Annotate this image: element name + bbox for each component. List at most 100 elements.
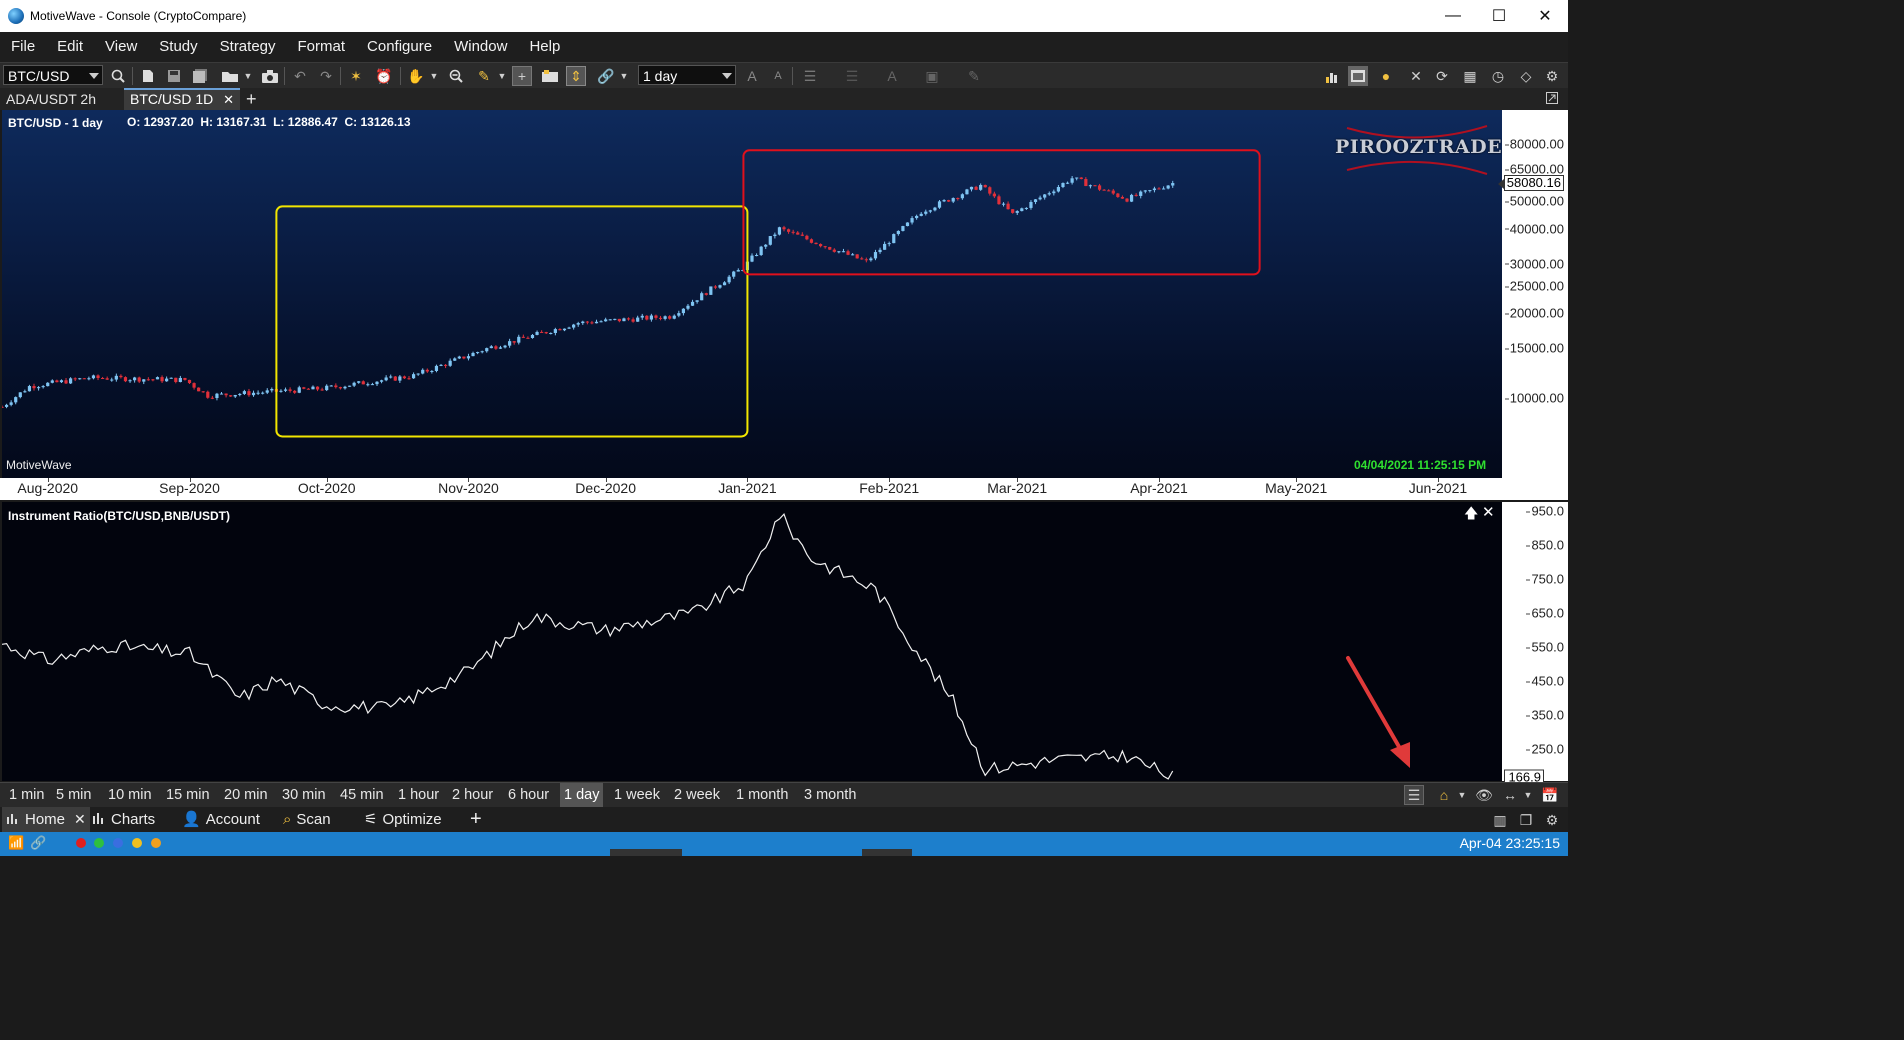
date-tick-label: Oct-2020 [297, 480, 356, 496]
chevron-down-icon[interactable]: ▼ [497, 71, 507, 81]
tab-btc-usd-1d[interactable]: BTC/USD 1D ✕ [124, 88, 241, 110]
menu-view[interactable]: View [105, 38, 138, 55]
timeframe-3-month[interactable]: 3 month [804, 787, 857, 803]
ratio-axis[interactable]: 166.9 950.0 850.0 750.0 650.0 550.0 450.0 350.… [1502, 502, 1568, 785]
history-icon[interactable]: ◷ [1491, 67, 1505, 84]
data-window-icon[interactable] [540, 66, 560, 86]
refresh-icon[interactable]: ⟳ [1436, 67, 1448, 84]
timeframe-20-min[interactable]: 20 min [224, 787, 268, 803]
minimize-button[interactable]: — [1445, 7, 1461, 24]
pencil-icon[interactable]: ✎ [478, 67, 490, 84]
move-up-icon[interactable]: 🡅 [1464, 505, 1479, 521]
eye-icon[interactable]: 👁 [1475, 786, 1493, 803]
tools-icon[interactable]: ✕ [1410, 67, 1422, 84]
timeframe-45-min[interactable]: 45 min [340, 787, 384, 803]
close-study-icon[interactable]: ✕ [1482, 504, 1495, 521]
add-tab-button[interactable]: + [246, 89, 257, 109]
timeframe-1-week[interactable]: 1 week [614, 787, 660, 803]
menu-configure[interactable]: Configure [367, 38, 433, 55]
chevron-down-icon[interactable]: ▼ [243, 71, 253, 81]
barsize-select[interactable]: 1 day [638, 65, 736, 85]
line-width-icon[interactable]: ☰ [845, 67, 859, 84]
close-button[interactable]: ✕ [1538, 8, 1552, 25]
ratio-chart-canvas[interactable] [2, 502, 1502, 781]
link-icon[interactable]: 🔗 [597, 67, 615, 84]
line-style-icon[interactable]: ☰ [803, 67, 817, 84]
symbol-select[interactable]: BTC/USD [3, 65, 103, 85]
close-tab-icon[interactable]: ✕ [223, 92, 235, 107]
save-all-icon[interactable] [190, 66, 210, 86]
chevron-down-icon[interactable]: ▼ [429, 71, 439, 81]
undo-icon[interactable]: ↶ [294, 67, 306, 84]
ratio-study-panel[interactable]: Instrument Ratio(BTC/USD,BNB/USDT) 🡅 ✕ [2, 502, 1502, 781]
close-tab-icon[interactable]: ✕ [74, 811, 86, 827]
price-axis[interactable]: 58080.16 80000.00 65000.00 50000.00 40000.0… [1498, 110, 1568, 478]
timeframe-1-day[interactable]: 1 day [560, 783, 604, 807]
menu-format[interactable]: Format [297, 38, 346, 55]
save-icon[interactable] [164, 66, 184, 86]
alarm-clock-icon[interactable]: ⏰ [375, 67, 393, 84]
line-color-icon[interactable]: ✎ [968, 67, 980, 84]
layout-icon[interactable]: ▥ [1493, 811, 1507, 828]
chevron-down-icon[interactable]: ▼ [619, 71, 629, 81]
font-decrease-icon[interactable]: A [774, 70, 782, 82]
tab-charts[interactable]: Charts [92, 807, 155, 832]
menu-strategy[interactable]: Strategy [219, 38, 276, 55]
open-folder-icon[interactable] [220, 66, 240, 86]
tag-icon[interactable]: ◇ [1520, 67, 1532, 84]
tab-account[interactable]: 👤 Account [182, 807, 260, 832]
search-icon[interactable] [108, 66, 128, 86]
yellow-highlight-box[interactable] [275, 205, 749, 438]
timeframe-30-min[interactable]: 30 min [282, 787, 326, 803]
camera-icon[interactable] [260, 66, 280, 86]
timeframe-1-min[interactable]: 1 min [9, 787, 45, 803]
price-chart-canvas[interactable] [2, 110, 1502, 478]
add-workspace-button[interactable]: + [470, 808, 482, 830]
timeframe-1-hour[interactable]: 1 hour [398, 787, 440, 803]
timeframe-2-hour[interactable]: 2 hour [452, 787, 494, 803]
maximize-button[interactable]: ☐ [1491, 8, 1507, 25]
text-color-icon[interactable]: A [887, 68, 897, 84]
magic-wand-icon[interactable]: ✶ [350, 67, 362, 84]
timeframe-5-min[interactable]: 5 min [56, 787, 92, 803]
price-chart-panel[interactable]: BTC/USD - 1 day O: 12937.20 H: 13167.31 … [2, 110, 1502, 478]
crosshair-icon[interactable]: + [512, 66, 532, 86]
menu-edit[interactable]: Edit [57, 38, 84, 55]
menu-file[interactable]: File [11, 38, 36, 55]
zoom-out-icon[interactable] [446, 66, 466, 86]
menu-help[interactable]: Help [529, 38, 561, 55]
hand-pan-icon[interactable]: ✋ [407, 67, 425, 84]
maximize-chart-icon[interactable] [1540, 88, 1564, 110]
menu-window[interactable]: Window [454, 38, 508, 55]
menu-study[interactable]: Study [159, 38, 198, 55]
chevron-down-icon[interactable]: ▼ [1523, 790, 1533, 800]
auto-trend-icon[interactable]: ⌂ [1439, 787, 1449, 803]
new-document-icon[interactable] [138, 66, 158, 86]
tab-home[interactable]: Home ✕ [2, 807, 90, 832]
timeframe-15-min[interactable]: 15 min [166, 787, 210, 803]
window-layout-icon[interactable] [1348, 66, 1368, 86]
fit-width-icon[interactable]: ↔ [1503, 787, 1517, 803]
gear-icon[interactable]: ⚙ [1545, 811, 1559, 828]
timeframe-6-hour[interactable]: 6 hour [508, 787, 550, 803]
documents-icon[interactable]: ❐ [1519, 811, 1533, 828]
table-icon[interactable]: ▦ [1463, 67, 1477, 84]
timeframe-1-month[interactable]: 1 month [736, 787, 789, 803]
timeframe-10-min[interactable]: 10 min [108, 787, 152, 803]
date-axis[interactable]: Aug-2020 Sep-2020 Oct-2020 Nov-2020 Dec-2020… [0, 478, 1568, 500]
font-increase-icon[interactable]: A [747, 68, 757, 84]
auto-scale-icon[interactable]: ⇕ [566, 66, 586, 86]
tab-scan[interactable]: ⌕ Scan [283, 807, 331, 832]
red-highlight-box[interactable] [742, 149, 1261, 276]
coins-icon[interactable]: ● [1381, 68, 1391, 84]
list-menu-icon[interactable]: ☰ [1404, 785, 1424, 805]
calendar-icon[interactable]: 📅 [1541, 786, 1559, 803]
chevron-down-icon[interactable]: ▼ [1457, 790, 1467, 800]
timeframe-2-week[interactable]: 2 week [674, 787, 720, 803]
fill-color-icon[interactable]: ▣ [925, 67, 939, 84]
tab-ada-usdt-2h[interactable]: ADA/USDT 2h [0, 88, 102, 110]
bar-chart-icon[interactable] [1322, 66, 1342, 86]
tab-optimize[interactable]: ⚟ Optimize [364, 807, 442, 832]
redo-icon[interactable]: ↷ [320, 67, 332, 84]
gear-icon[interactable]: ⚙ [1545, 67, 1559, 84]
